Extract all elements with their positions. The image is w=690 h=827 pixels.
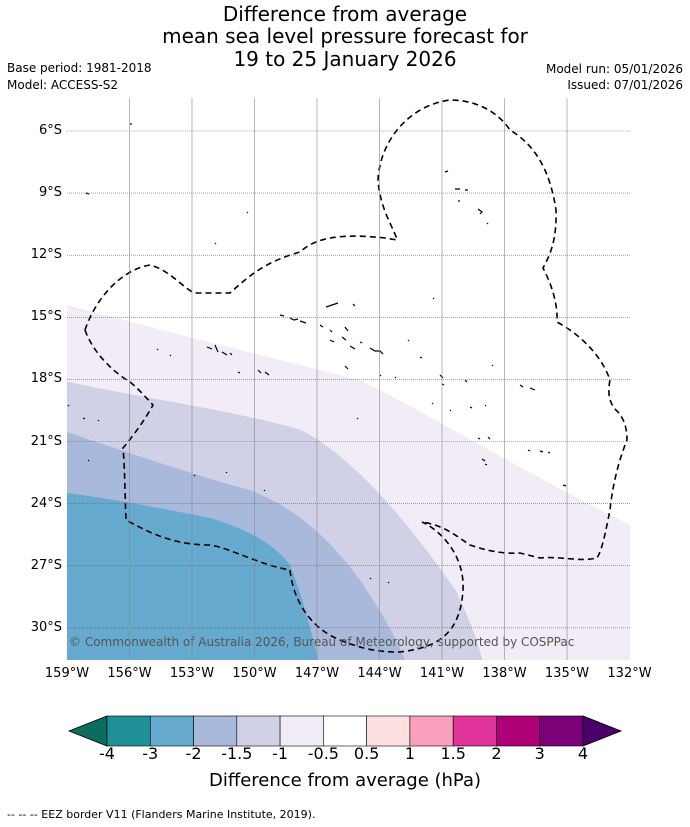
colorbar-segment (452, 715, 497, 747)
island (481, 458, 488, 466)
island (519, 384, 536, 391)
colorbar (67, 715, 623, 747)
colorbar-tick-label: -0.5 (307, 744, 339, 763)
lat-label: 9°S (38, 185, 62, 201)
colorbar-over-arrow (582, 715, 623, 747)
issued-date: Issued: 07/01/2026 (567, 78, 683, 92)
island (237, 371, 241, 374)
island (319, 324, 349, 333)
islands (67, 123, 567, 584)
eez-border-north (84, 99, 628, 561)
island (477, 208, 483, 215)
colorbar-tick-label: 2 (491, 744, 502, 763)
colorbar-segment (409, 715, 454, 747)
model-run: Model run: 05/01/2026 (545, 62, 683, 76)
lon-label: 141°W (419, 666, 465, 681)
lat-label: 21°S (30, 433, 62, 449)
colorbar-tick-label: -1.5 (221, 744, 253, 763)
graticule (67, 98, 630, 660)
eez-border-south (84, 329, 464, 653)
island (85, 192, 90, 195)
lon-label: 132°W (607, 666, 652, 681)
lat-label: 27°S (30, 557, 62, 573)
island (356, 417, 390, 584)
colorbar-tick-label: -3 (142, 744, 159, 763)
colorbar-segment (193, 715, 238, 747)
lat-label: 30°S (30, 619, 62, 635)
island (279, 314, 307, 324)
island (206, 344, 233, 356)
island (156, 348, 159, 351)
colorbar-tick-label: 0.5 (353, 744, 380, 763)
colorbar-tick-label: -4 (99, 744, 115, 763)
colorbar-tick-label: 1 (404, 744, 415, 763)
colorbar-segment (279, 715, 324, 747)
island (477, 436, 491, 440)
island (527, 449, 551, 454)
colorbar-tick-label: -2 (185, 744, 202, 763)
base-period: Base period: 1981-2018 (7, 61, 152, 75)
island (87, 459, 266, 492)
island (246, 211, 249, 214)
lat-label: 24°S (30, 495, 62, 511)
lat-label: 12°S (30, 247, 62, 263)
title-line-3: 19 to 25 January 2026 (233, 47, 457, 71)
lon-label: 156°W (107, 666, 152, 681)
copyright: © Commonwealth of Australia 2026, Bureau… (69, 635, 574, 649)
island (325, 302, 356, 308)
island (444, 170, 449, 173)
lon-label: 147°W (294, 666, 340, 681)
island (214, 242, 217, 245)
island (67, 404, 100, 422)
island (257, 369, 270, 376)
island (407, 339, 494, 367)
island (439, 374, 468, 386)
colorbar-under-arrow (67, 715, 108, 747)
anomaly-contours: © Commonwealth of Australia 2026, Bureau… (67, 98, 630, 660)
island (359, 341, 384, 355)
colorbar-tick-label: 1.5 (440, 744, 466, 763)
lon-label: 135°W (544, 666, 590, 681)
lon-label: 138°W (482, 666, 527, 681)
colorbar-tick-label: 4 (577, 744, 589, 763)
eez-footnote: -- -- -- EEZ border V11 (Flanders Marine… (7, 808, 316, 821)
island (329, 336, 356, 350)
lon-label: 159°W (44, 666, 90, 681)
model-name: Model: ACCESS-S2 (7, 78, 119, 92)
colorbar-segment (539, 715, 584, 747)
title-line-2: mean sea level pressure forecast for (162, 24, 528, 48)
island (455, 188, 468, 191)
title-line-1: Difference from average (222, 2, 468, 26)
colorbar-segment (106, 715, 151, 747)
island (431, 402, 487, 412)
island (344, 365, 397, 379)
colorbar-tick-label: 3 (534, 744, 545, 763)
lon-label: 150°W (232, 666, 277, 681)
colorbar-segment (236, 715, 281, 747)
colorbar-segment (366, 715, 411, 747)
colorbar-segment (496, 715, 541, 747)
island (169, 354, 172, 357)
lat-label: 6°S (38, 123, 62, 138)
colorbar-tick-label: -1 (272, 744, 289, 763)
island (486, 222, 489, 225)
lat-label: 15°S (30, 309, 62, 325)
lat-label: 18°S (30, 371, 62, 387)
island (562, 484, 567, 487)
island (432, 297, 435, 300)
lon-label: 144°W (357, 666, 402, 681)
colorbar-title: Difference from average (hPa) (208, 770, 482, 791)
colorbar-segment (149, 715, 194, 747)
lon-label: 153°W (169, 666, 215, 681)
colorbar-segment (323, 715, 367, 747)
